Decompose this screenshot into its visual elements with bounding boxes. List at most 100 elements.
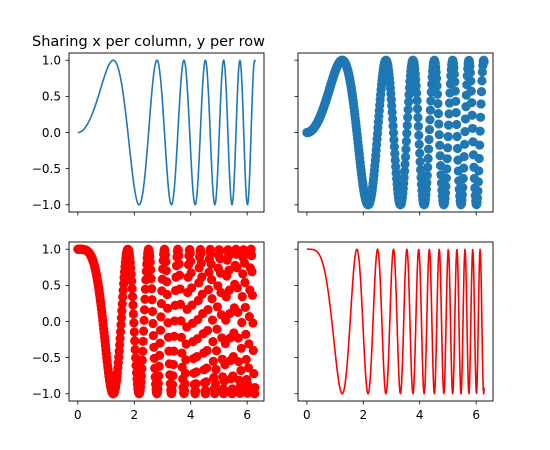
scatter-point xyxy=(390,149,400,159)
y-tick-label: −1.0 xyxy=(32,387,61,401)
scatter-point xyxy=(212,302,222,312)
y-tick-label: −0.5 xyxy=(32,351,61,365)
scatter-point xyxy=(187,283,197,293)
scatter-point xyxy=(423,162,433,172)
scatter-point xyxy=(153,378,163,389)
scatter-point xyxy=(477,67,487,77)
scatter-point xyxy=(403,112,413,122)
scatter-point xyxy=(232,283,242,293)
scatter-point xyxy=(179,386,190,396)
scatter-point xyxy=(167,379,178,390)
scatter-point xyxy=(423,153,433,164)
x-tick-label: 2 xyxy=(359,408,367,422)
scatter-point xyxy=(147,306,158,317)
scatter-point xyxy=(223,251,234,261)
axes-frame xyxy=(68,52,265,213)
scatter-point xyxy=(473,177,483,187)
scatter-point xyxy=(414,130,424,140)
scatter-point xyxy=(388,128,399,138)
scatter-point xyxy=(473,186,483,196)
scatter-point xyxy=(202,363,212,373)
scatter-point xyxy=(116,313,127,323)
plot-area xyxy=(306,248,485,395)
scatter-point xyxy=(450,86,460,96)
scatter-point xyxy=(238,269,248,279)
scatter-point xyxy=(416,165,426,175)
scatter-point xyxy=(147,295,157,305)
scatter-point xyxy=(127,276,137,286)
scatter-point xyxy=(472,193,483,203)
scatter-point xyxy=(476,99,486,109)
scatter-point xyxy=(452,143,463,154)
scatter-point xyxy=(211,378,221,389)
scatter-point xyxy=(250,382,260,393)
scatter-point xyxy=(388,121,398,131)
scatter-point xyxy=(177,348,187,358)
scatter-point xyxy=(139,305,150,315)
scatter-point xyxy=(180,368,190,378)
scatter-point xyxy=(422,178,432,188)
scatter-point xyxy=(241,354,251,365)
scatter-point xyxy=(443,120,454,130)
scatter-point xyxy=(176,332,186,342)
scatter-point xyxy=(168,371,178,381)
scatter-point xyxy=(224,265,234,275)
scatter-point xyxy=(130,344,140,355)
subplot-grid: 1.0 0.5 0.0 −0.5 −1.0 1.0 0.5 0.0 −0.5 −1.0 0 2 4 6 0 2… xyxy=(32,52,494,422)
scatter-point xyxy=(137,364,147,374)
scatter-point xyxy=(215,254,225,264)
scatter-point xyxy=(203,325,213,336)
scatter-point xyxy=(402,128,412,138)
scatter-point xyxy=(186,268,196,278)
scatter-point xyxy=(432,81,442,91)
scatter-point xyxy=(203,285,214,295)
scatter-point xyxy=(475,126,485,136)
scatter-point xyxy=(451,96,461,106)
scatter-point xyxy=(155,338,165,348)
scatter-point xyxy=(148,330,158,341)
scatter-point xyxy=(424,134,434,145)
scatter-point xyxy=(181,355,191,365)
scatter-point xyxy=(458,182,468,193)
scatter-point xyxy=(207,274,217,285)
scatter-point xyxy=(465,68,475,78)
scatter-point xyxy=(129,318,139,328)
scatter-point xyxy=(449,69,459,79)
scatter-point xyxy=(169,331,179,342)
scatter-point xyxy=(240,277,250,288)
scatter-point xyxy=(389,135,399,145)
plot-area xyxy=(73,244,260,399)
x-tick-label: 6 xyxy=(472,408,480,422)
scatter-point xyxy=(128,309,138,319)
scatter-point xyxy=(204,267,214,277)
scatter-point xyxy=(242,388,253,398)
scatter-point xyxy=(208,356,218,366)
scatter-point xyxy=(442,154,452,164)
scatter-point xyxy=(196,258,206,268)
scatter-point xyxy=(433,109,443,119)
scatter-point xyxy=(246,251,257,261)
chart-title: Sharing x per column, y per row xyxy=(32,34,265,50)
scatter-point xyxy=(155,325,166,335)
scatter-point xyxy=(127,284,137,294)
scatter-point xyxy=(117,306,127,316)
scatter-point xyxy=(191,386,201,396)
scatter-point xyxy=(203,304,213,315)
scatter-point xyxy=(401,144,411,154)
scatter-point xyxy=(443,143,453,153)
scatter-point xyxy=(248,318,258,328)
scatter-point xyxy=(236,343,246,353)
scatter-point xyxy=(244,339,254,349)
scatter-point xyxy=(146,265,156,275)
scatter-point xyxy=(130,336,140,346)
scatter-point xyxy=(248,345,258,356)
subplot-2 xyxy=(294,52,494,216)
scatter-point xyxy=(211,364,221,375)
subplot-3: 1.0 0.5 0.0 −0.5 −1.0 0 2 4 6 xyxy=(32,241,265,422)
scatter-point xyxy=(474,153,484,164)
scatter-point xyxy=(400,166,410,176)
y-tick-label: −0.5 xyxy=(32,162,61,176)
scatter-point xyxy=(176,316,186,326)
x-tick-label: 6 xyxy=(243,408,251,422)
scatter-point xyxy=(243,363,254,373)
